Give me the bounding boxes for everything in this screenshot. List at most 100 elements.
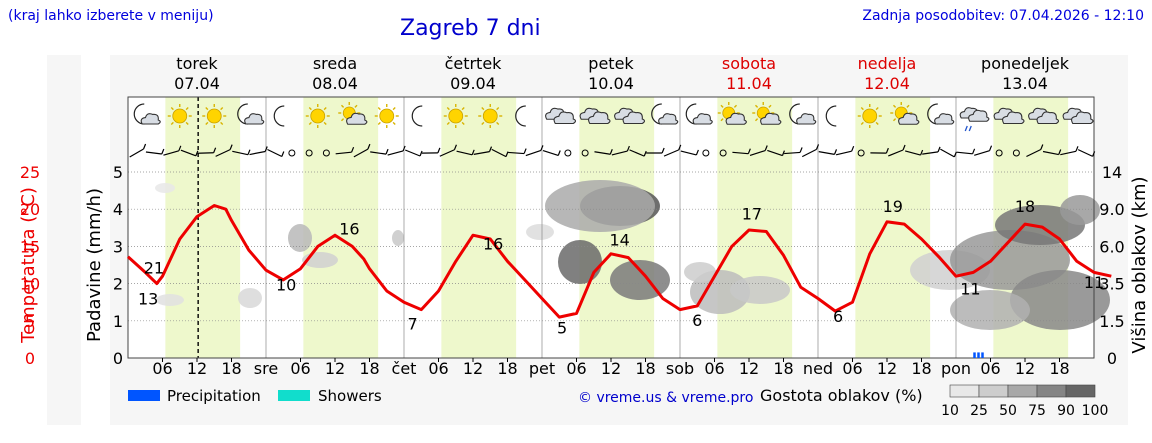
wind-barb-tick [142,143,147,150]
day-name: sreda [313,54,357,73]
wind-barb-tick [1092,151,1096,157]
wind-barb-tick [799,147,803,153]
sun-cloud-icon [890,102,920,125]
wind-barb [594,151,611,155]
cloud-icon [1062,107,1094,125]
wind-barb-tick [833,149,838,155]
day-date: 13.04 [1002,74,1048,93]
wind-barb [491,148,507,158]
daylight-band [303,97,379,358]
sun-icon [202,104,227,128]
sun-ray [323,121,327,125]
wind-barb [163,150,179,156]
wind-barb [904,150,921,156]
cloud-shape [1071,111,1094,125]
sun-disc [448,108,464,124]
wind-barb [473,151,490,155]
day-name: sobota [722,54,776,73]
wind-barb [180,149,197,157]
wind-barb-tick [695,149,699,156]
sun-disc [206,108,222,124]
sun-disc [172,108,188,124]
wind-barb [215,149,231,157]
daylight-band [717,97,793,358]
day-name: petek [588,54,634,73]
sun-ray [308,107,312,111]
precip-tick-label: 2 [113,275,123,294]
hour-tick-label: 06 [704,359,724,378]
temp-value-label: 16 [339,219,359,238]
sun-ray [392,107,396,111]
precipitation-swatch [128,390,160,401]
hour-tick-label: 06 [842,359,862,378]
day-abbr-tick: sre [254,359,278,378]
hour-tick-label: 12 [187,359,207,378]
wind-barb-tick [402,145,406,152]
cloud-density-area [730,276,790,304]
wind-barb [353,148,369,158]
precip-tick-label: 5 [113,163,123,182]
rain-drop [964,125,968,132]
page-title: Zagreb 7 dni [400,16,541,41]
wind-barb [784,151,801,155]
wind-barb [974,150,990,156]
wind-calm-marker [305,149,313,157]
sun-disc [482,108,498,124]
daylight-band [165,97,241,358]
wind-barb [1060,150,1077,156]
sun-ray [340,118,345,122]
temp-value-label: 16 [483,234,503,253]
cloud-density-area [1060,195,1100,225]
daylight-band [441,97,517,358]
wind-barb [404,149,421,157]
sun-ray [481,121,485,125]
wind-barb-tick [643,150,647,157]
density-scale-swatch [978,384,1009,398]
wind-calm-marker [857,149,865,157]
wind-barb [439,149,455,157]
wind-barb [525,149,542,157]
wind-barb [197,152,214,154]
precipitation-bar [973,352,976,358]
sun-cloud-icon [717,102,747,125]
cloud-rain-icon [959,107,990,132]
temperature-line [126,204,1112,319]
sun-ray [377,121,381,125]
wind-calm-marker [702,149,710,157]
sun-ray [446,121,450,125]
cloud-height-tick-label: 0 [1107,349,1117,368]
wind-barb-tick [747,148,751,154]
temp-axis-label: Temperatura (°C) [18,187,39,344]
day-date: 12.04 [864,74,910,93]
day-date: 10.04 [588,74,634,93]
wind-barb-tick [1075,146,1079,152]
sun-ray [720,118,724,122]
wind-barb-tick [557,150,561,156]
cloud-icon [614,107,646,125]
day-abbr-tick: pon [941,359,971,378]
copyright-link[interactable]: © vreme.us & vreme.pro [578,390,753,406]
wind-barb [542,149,559,157]
temp-value-label: 10 [276,276,296,295]
sun-ray [220,121,224,125]
wind-barb-tick [661,147,665,154]
day-name: torek [176,54,218,73]
wind-barb-tick [213,147,217,153]
hour-tick-label: 18 [911,359,931,378]
moon-cloud-icon [133,103,161,125]
moon-cloud-icon [237,103,265,125]
wind-barb [611,150,628,156]
wind-barb [249,150,266,156]
cloud-shape [898,112,920,125]
cloud-density-area [558,240,602,284]
wind-barb-tick [885,147,889,154]
precip-tick-label: 3 [113,237,123,256]
sun-ray [496,107,500,111]
wind-barb-tick [851,145,855,152]
precipitation-bar [981,352,984,358]
precip-tick-label: 1 [113,312,123,331]
wind-barb [940,148,955,158]
hour-tick-label: 06 [152,359,172,378]
cloud-height-axis-label: Višina oblakov (km) [1129,176,1150,353]
